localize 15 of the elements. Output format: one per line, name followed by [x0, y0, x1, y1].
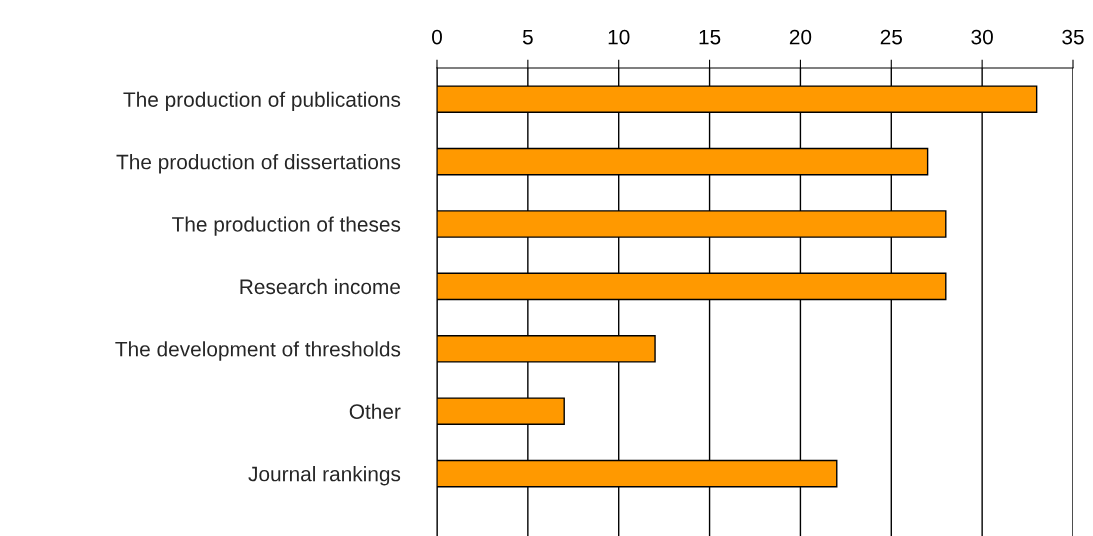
y-tick-label: Other: [349, 403, 401, 419]
y-tick-label: The production of publications: [123, 91, 401, 112]
y-tick-label: Research income: [240, 278, 400, 295]
y-tick-label: The production of dissertations: [116, 154, 401, 174]
x-tick-label: 5: [522, 29, 533, 45]
x-tick-label: 20: [789, 29, 812, 45]
y-tick-label: The development of thresholds: [115, 341, 401, 361]
x-tick-label: 0: [432, 29, 442, 45]
x-tick-label: 15: [699, 29, 721, 45]
y-tick-label: The production of theses: [172, 216, 401, 236]
y-tick-label: Journal rankings: [248, 466, 401, 486]
x-tick-label: 35: [1062, 29, 1084, 45]
x-tick-label: 25: [880, 29, 902, 45]
x-tick-label: 10: [608, 29, 630, 45]
x-tick-label: 30: [971, 29, 993, 45]
